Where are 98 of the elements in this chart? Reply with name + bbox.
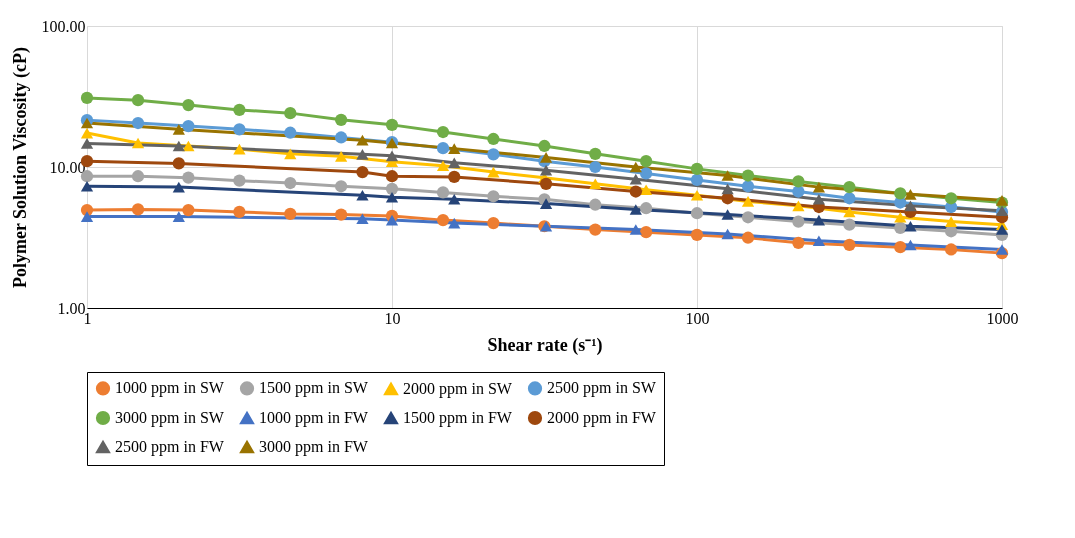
point: [589, 223, 602, 236]
point: [589, 160, 602, 174]
legend-label: 1500 ppm in FW: [403, 409, 513, 427]
point: [131, 137, 145, 149]
point: [487, 148, 500, 161]
point: [80, 211, 94, 222]
x-tick-label: 100: [685, 309, 710, 327]
point: [487, 166, 500, 178]
point: [233, 174, 246, 187]
point: [233, 103, 246, 117]
y-tick-label: 100.00: [41, 17, 86, 35]
legend-label: 2500 ppm in FW: [115, 438, 225, 456]
point: [843, 181, 856, 194]
point: [182, 98, 195, 112]
legend-label: 1000 ppm in SW: [115, 379, 225, 398]
point: [843, 238, 856, 252]
point: [284, 176, 297, 190]
legend-label: 2500 ppm in SW: [547, 379, 657, 398]
x-tick-label: 10: [384, 309, 401, 327]
point: [436, 125, 450, 139]
point: [589, 198, 602, 211]
point: [334, 180, 348, 193]
point: [843, 192, 856, 205]
point: [792, 185, 805, 198]
legend-label: 1000 ppm in FW: [259, 409, 369, 427]
point: [792, 236, 805, 249]
point: [131, 203, 145, 216]
point: [131, 94, 145, 107]
legend-label: 1500 ppm in SW: [259, 379, 369, 398]
point: [589, 178, 602, 190]
point: [538, 139, 551, 153]
legend-label: 3000 ppm in SW: [115, 409, 225, 427]
point: [944, 192, 958, 205]
point: [639, 184, 653, 196]
point: [894, 221, 907, 234]
point: [639, 167, 653, 180]
legend-label: 2000 ppm in FW: [547, 409, 657, 427]
point: [690, 189, 704, 201]
point: [843, 206, 856, 218]
point: [894, 241, 907, 254]
point: [182, 119, 195, 133]
point: [589, 147, 602, 160]
point: [436, 142, 450, 155]
point: [182, 171, 195, 184]
point: [80, 138, 94, 149]
point: [639, 226, 653, 239]
point: [741, 196, 755, 207]
point: [284, 126, 297, 139]
point: [385, 182, 399, 195]
legend-label: 3000 ppm in FW: [259, 438, 369, 456]
point: [944, 216, 958, 227]
point: [894, 211, 907, 223]
x-tick-label: 1000: [986, 309, 1019, 327]
point: [690, 173, 704, 187]
point: [690, 228, 704, 241]
point: [487, 132, 500, 146]
point: [792, 175, 805, 188]
point: [284, 107, 297, 120]
y-tick-label: 10.00: [49, 158, 86, 176]
point: [284, 207, 297, 220]
y-axis-title: Polymer Solution Viscosity (cP): [9, 46, 31, 289]
point: [182, 140, 195, 152]
point: [233, 205, 246, 219]
point: [639, 155, 653, 168]
point: [334, 151, 348, 162]
point: [639, 202, 653, 215]
point: [80, 180, 94, 192]
point: [436, 160, 450, 172]
point: [334, 208, 348, 221]
point: [741, 211, 755, 224]
point: [741, 169, 755, 182]
point: [792, 200, 805, 212]
point: [894, 187, 907, 200]
point: [334, 113, 348, 126]
point: [741, 180, 755, 193]
point: [436, 186, 450, 199]
point: [80, 127, 94, 139]
point: [131, 116, 145, 130]
point: [792, 215, 805, 228]
y-tick-label: 1.00: [57, 299, 86, 317]
point: [233, 123, 246, 136]
point: [487, 217, 500, 230]
point: [131, 170, 145, 183]
point: [690, 162, 704, 175]
point: [690, 207, 704, 220]
point: [487, 190, 500, 203]
point: [944, 243, 958, 256]
point: [334, 131, 348, 144]
point: [741, 231, 755, 244]
point: [843, 218, 856, 231]
x-axis-title: Shear rate (s⁻¹): [487, 334, 603, 356]
legend-label: 2000 ppm in SW: [403, 379, 513, 398]
point: [80, 91, 94, 105]
point: [284, 148, 297, 160]
point: [182, 203, 195, 217]
point: [385, 118, 399, 131]
point: [233, 143, 246, 155]
point: [436, 214, 450, 227]
